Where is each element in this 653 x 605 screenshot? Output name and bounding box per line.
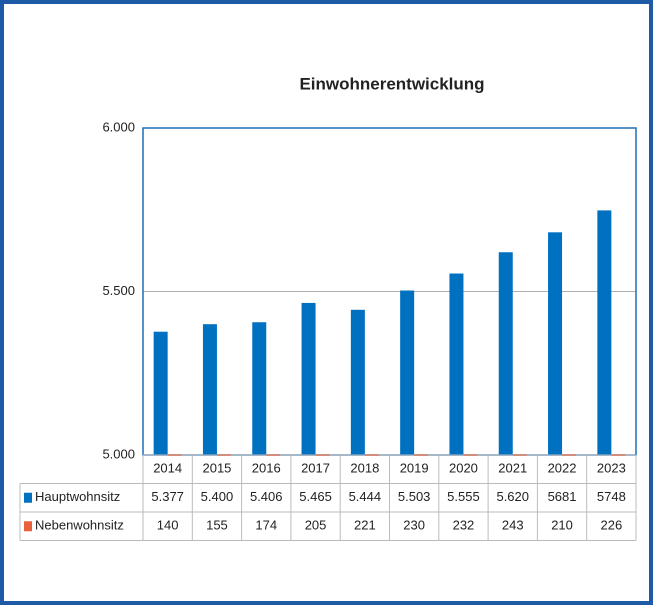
data-label: 140 xyxy=(157,518,179,533)
y-tick-label: 5.000 xyxy=(102,446,135,461)
data-label: 221 xyxy=(354,518,376,533)
bar xyxy=(350,309,365,455)
legend-swatch xyxy=(24,521,32,532)
x-tick-label: 2014 xyxy=(153,461,182,476)
bar xyxy=(153,331,168,455)
data-label: 5.444 xyxy=(349,489,382,504)
data-label: 243 xyxy=(502,518,524,533)
y-tick-label: 6.000 xyxy=(102,119,135,134)
x-tick-label: 2016 xyxy=(252,461,281,476)
x-tick-label: 2021 xyxy=(498,461,527,476)
data-label: 155 xyxy=(206,518,228,533)
x-tick-label: 2022 xyxy=(548,461,577,476)
data-label: 5748 xyxy=(597,489,626,504)
x-tick-label: 2020 xyxy=(449,461,478,476)
data-label: 5.620 xyxy=(496,489,529,504)
data-label: 5.400 xyxy=(201,489,234,504)
bar xyxy=(252,322,267,455)
bar xyxy=(449,273,464,455)
bar xyxy=(597,210,612,455)
data-label: 205 xyxy=(305,518,327,533)
data-label: 5.555 xyxy=(447,489,480,504)
bar xyxy=(202,324,217,455)
x-tick-label: 2023 xyxy=(597,461,626,476)
x-tick-label: 2019 xyxy=(400,461,429,476)
bar xyxy=(301,302,316,455)
data-label: 5.465 xyxy=(299,489,332,504)
data-label: 210 xyxy=(551,518,573,533)
x-tick-label: 2017 xyxy=(301,461,330,476)
data-label: 5.503 xyxy=(398,489,431,504)
bar xyxy=(548,232,563,455)
data-label: 174 xyxy=(255,518,277,533)
chart-title: Einwohnerentwicklung xyxy=(299,74,484,93)
y-tick-label: 5.500 xyxy=(102,283,135,298)
data-label: 226 xyxy=(600,518,622,533)
legend-label: Hauptwohnsitz xyxy=(35,489,120,504)
data-label: 5681 xyxy=(548,489,577,504)
x-tick-label: 2018 xyxy=(350,461,379,476)
data-label: 5.406 xyxy=(250,489,283,504)
data-label: 5.377 xyxy=(151,489,184,504)
legend-label: Nebenwohnsitz xyxy=(35,518,124,533)
bar xyxy=(498,252,513,455)
data-label: 232 xyxy=(453,518,475,533)
bar xyxy=(400,290,415,455)
legend-swatch xyxy=(24,492,32,503)
x-tick-label: 2015 xyxy=(202,461,231,476)
data-label: 230 xyxy=(403,518,425,533)
